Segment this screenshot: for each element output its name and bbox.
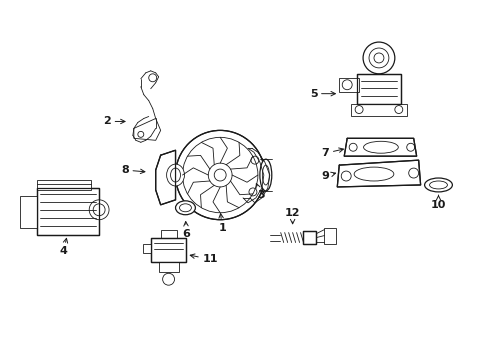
Polygon shape bbox=[337, 160, 420, 187]
Text: 10: 10 bbox=[430, 195, 445, 210]
Text: 7: 7 bbox=[321, 148, 343, 158]
Polygon shape bbox=[161, 230, 176, 238]
Polygon shape bbox=[344, 138, 416, 156]
Text: 9: 9 bbox=[321, 171, 335, 181]
Polygon shape bbox=[302, 231, 316, 244]
Polygon shape bbox=[324, 228, 336, 243]
Circle shape bbox=[175, 130, 264, 220]
Text: 4: 4 bbox=[60, 238, 67, 256]
Polygon shape bbox=[158, 262, 178, 272]
Text: 5: 5 bbox=[309, 89, 335, 99]
Polygon shape bbox=[150, 238, 186, 262]
Polygon shape bbox=[350, 104, 406, 116]
Text: 2: 2 bbox=[103, 116, 125, 126]
Ellipse shape bbox=[424, 178, 451, 192]
Polygon shape bbox=[155, 150, 175, 205]
Text: 1: 1 bbox=[218, 213, 225, 233]
Polygon shape bbox=[20, 196, 37, 228]
Polygon shape bbox=[142, 243, 150, 253]
Text: 6: 6 bbox=[182, 221, 190, 239]
Polygon shape bbox=[37, 180, 91, 190]
Text: 11: 11 bbox=[190, 254, 217, 264]
Polygon shape bbox=[339, 78, 358, 92]
Polygon shape bbox=[37, 188, 99, 235]
Ellipse shape bbox=[175, 201, 195, 215]
Ellipse shape bbox=[166, 164, 184, 186]
Polygon shape bbox=[356, 74, 400, 104]
Text: 12: 12 bbox=[285, 208, 300, 224]
Text: 3: 3 bbox=[255, 184, 264, 200]
Circle shape bbox=[362, 42, 394, 74]
Polygon shape bbox=[134, 118, 161, 140]
Text: 8: 8 bbox=[121, 165, 144, 175]
Ellipse shape bbox=[259, 159, 271, 191]
Circle shape bbox=[89, 200, 109, 220]
